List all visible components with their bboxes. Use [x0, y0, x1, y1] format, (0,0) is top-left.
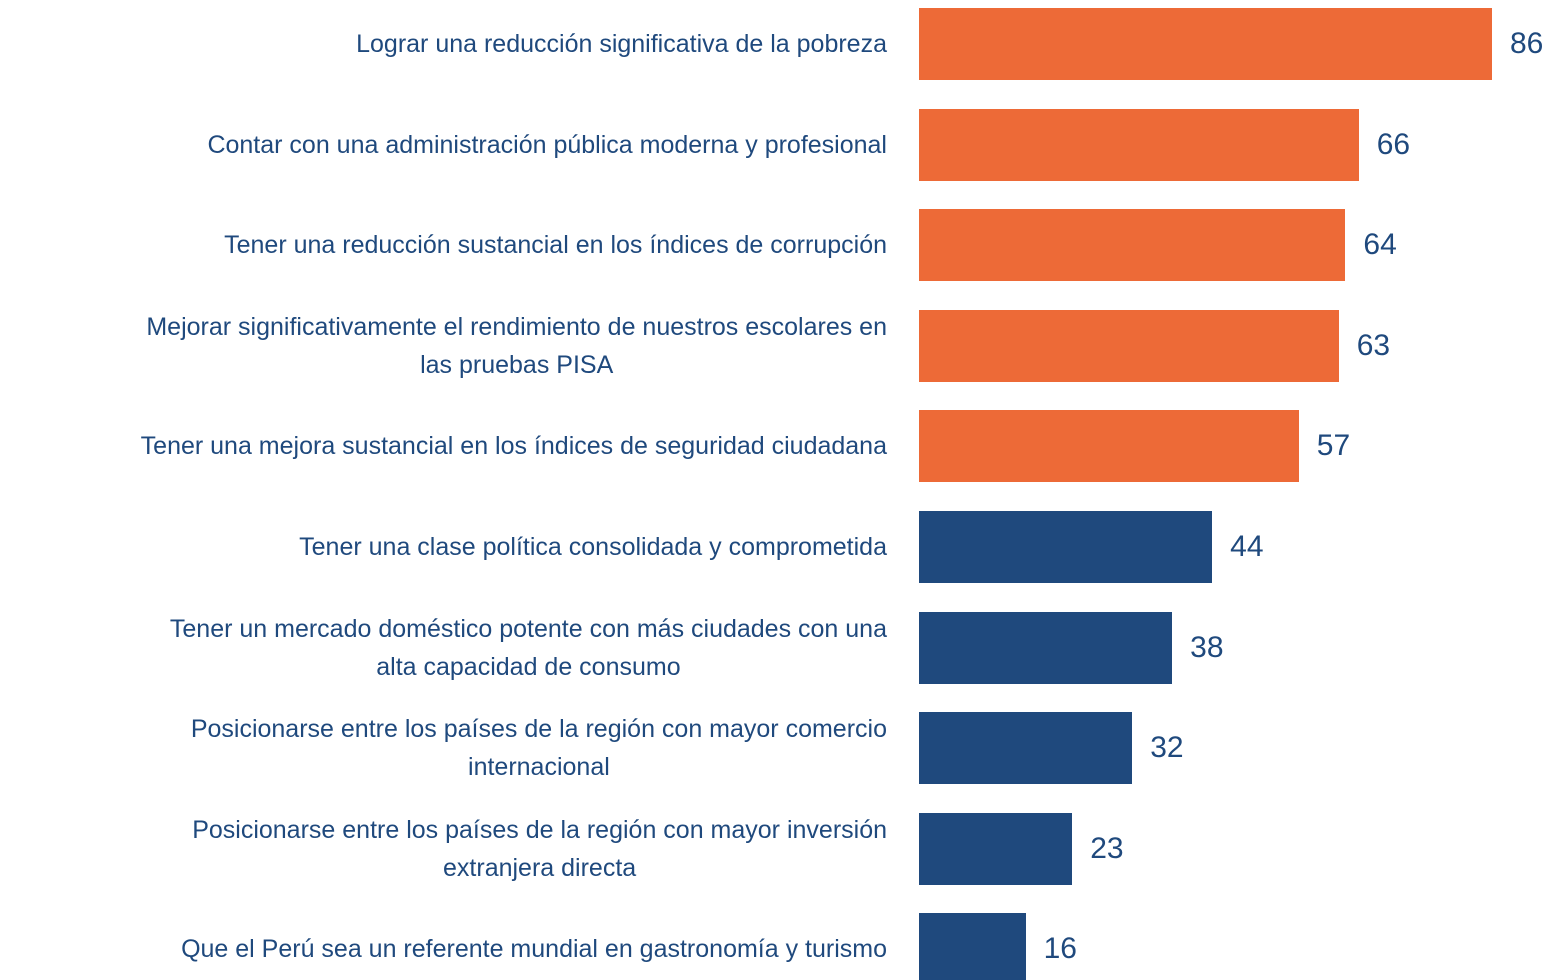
bar	[919, 309, 1339, 382]
bar	[919, 611, 1173, 684]
value-label: 64	[1363, 228, 1397, 262]
category-label: Contar con una administración pública mo…	[207, 130, 887, 159]
bar	[919, 8, 1492, 80]
category-label: Lograr una reducción significativa de la…	[356, 30, 887, 58]
category-label: Tener una mejora sustancial en los índic…	[140, 432, 887, 461]
bar	[919, 108, 1359, 181]
category-label: Tener una reducción sustancial en los ín…	[224, 231, 887, 260]
category-label: Que el Perú sea un referente mundial en …	[181, 935, 887, 964]
bar	[919, 209, 1346, 282]
category-label: Mejorar significativamente el rendimient…	[146, 312, 887, 379]
value-label: 44	[1230, 530, 1264, 563]
bar	[919, 410, 1299, 483]
value-label: 86	[1510, 27, 1544, 60]
category-label: Tener un mercado doméstico potente con m…	[169, 614, 887, 681]
value-label: 23	[1090, 831, 1124, 865]
bar	[919, 712, 1133, 785]
bar	[919, 913, 1026, 980]
category-label: Tener una clase política consolidada y c…	[299, 533, 887, 561]
value-label: 16	[1043, 932, 1077, 966]
value-label: 66	[1376, 127, 1411, 161]
category-label: Posicionarse entre los países de la regi…	[192, 815, 887, 882]
value-label: 38	[1190, 630, 1224, 664]
category-label: Posicionarse entre los países de la regi…	[190, 715, 887, 782]
value-label: 57	[1316, 429, 1351, 463]
value-label: 32	[1150, 731, 1184, 765]
bar	[919, 511, 1213, 583]
value-label: 63	[1356, 328, 1391, 362]
bar	[919, 812, 1073, 885]
